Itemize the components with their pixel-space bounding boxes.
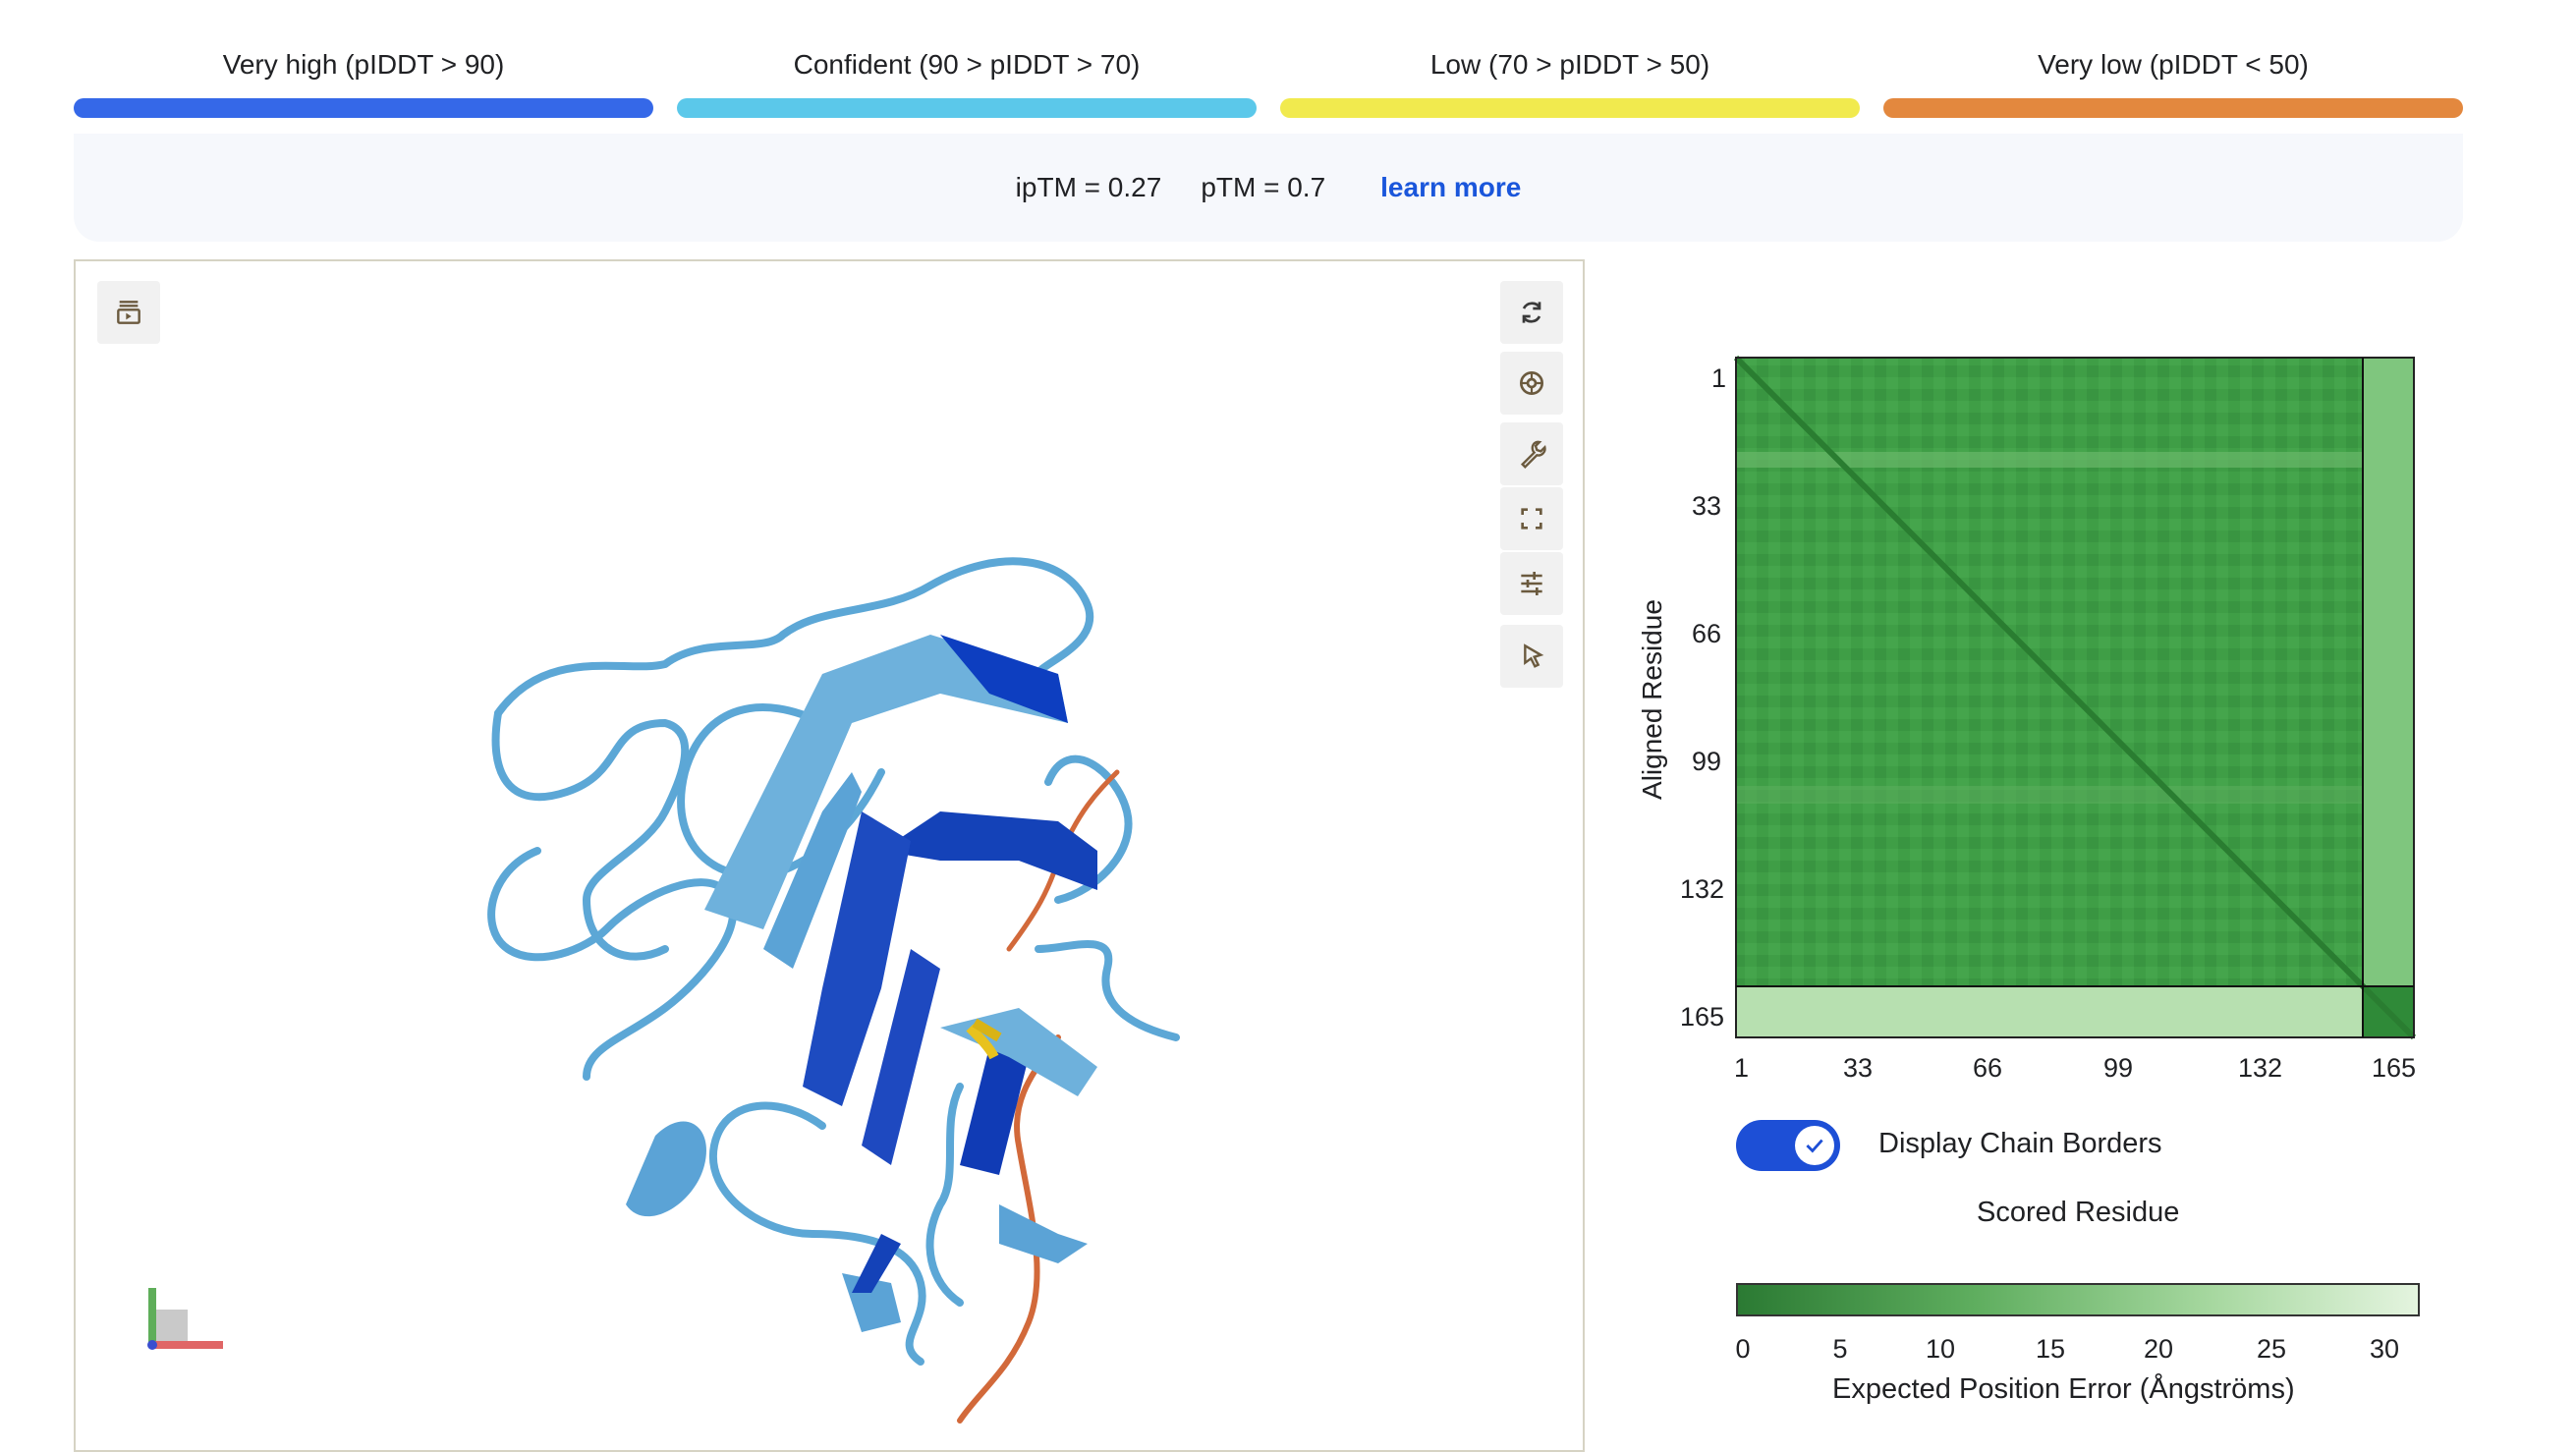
- confidence-metrics: ipTM = 0.27 pTM = 0.7 learn more: [74, 134, 2463, 242]
- toggle-knob: [1795, 1126, 1834, 1165]
- settings-button[interactable]: [1500, 552, 1563, 615]
- legend-very-low: Very low (pIDDT < 50): [1883, 45, 2463, 118]
- chain-borders-toggle[interactable]: [1736, 1120, 1840, 1171]
- colorbar-tick: 20: [2143, 1334, 2174, 1364]
- x-tick: 1: [1734, 1053, 1750, 1083]
- legend-very-high: Very high (pIDDT > 90): [74, 45, 653, 118]
- reset-view-button[interactable]: [1500, 281, 1563, 344]
- y-tick: 132: [1680, 874, 1725, 904]
- pae-x-axis-label: Scored Residue: [1977, 1197, 2180, 1228]
- pae-band: [1736, 786, 2363, 804]
- learn-more-link[interactable]: learn more: [1380, 172, 1522, 202]
- sequence-panel-button[interactable]: [97, 281, 160, 344]
- select-pointer-icon: [1524, 643, 1544, 668]
- legend-bar: [74, 98, 653, 118]
- pae-diagonal: [1733, 355, 2417, 1040]
- legend-label: Very low (pIDDT < 50): [2038, 49, 2309, 80]
- iptm-value: ipTM = 0.27: [1015, 172, 1162, 202]
- pae-frame: [1735, 357, 2415, 1038]
- y-tick: 66: [1692, 619, 1722, 648]
- legend-bar: [1280, 98, 1860, 118]
- protein-structure-render[interactable]: [76, 261, 1583, 1450]
- legend-confident: Confident (90 > pIDDT > 70): [677, 45, 1257, 118]
- x-tick: 66: [1973, 1053, 2003, 1083]
- x-tick: 132: [2238, 1053, 2283, 1083]
- pae-right-strip: [2363, 358, 2414, 986]
- colorbar-tick: 15: [2035, 1334, 2066, 1364]
- legend-label: Very high (pIDDT > 90): [222, 49, 505, 80]
- chain-borders-label: Display Chain Borders: [1878, 1128, 2162, 1159]
- legend-label: Confident (90 > pIDDT > 70): [793, 49, 1141, 80]
- screenshot-icon: [1520, 371, 1543, 395]
- x-tick: 99: [2103, 1053, 2134, 1083]
- sequence-panel-icon: [117, 301, 140, 324]
- check-icon: [1806, 1139, 1823, 1153]
- fullscreen-icon: [1521, 508, 1542, 530]
- pae-bottom-strip: [1736, 986, 2363, 1037]
- settings-sliders-icon: [1521, 572, 1542, 595]
- x-tick: 165: [2372, 1053, 2417, 1083]
- colorbar-tick: 25: [2256, 1334, 2287, 1364]
- colorbar-tick: 0: [1735, 1334, 1751, 1364]
- x-tick: 33: [1843, 1053, 1874, 1083]
- y-tick: 99: [1692, 747, 1722, 776]
- pae-colorbar: [1736, 1283, 2420, 1316]
- fullscreen-button[interactable]: [1500, 487, 1563, 550]
- y-tick: 1: [1711, 363, 1727, 393]
- legend-label: Low (70 > pIDDT > 50): [1429, 49, 1710, 80]
- pae-band: [1736, 452, 2363, 468]
- screenshot-button[interactable]: [1500, 352, 1563, 415]
- y-tick: 33: [1692, 491, 1722, 521]
- legend-bar: [677, 98, 1257, 118]
- colorbar-tick: 5: [1832, 1334, 1848, 1364]
- y-tick: 165: [1680, 1002, 1725, 1032]
- legend-bar: [1883, 98, 2463, 118]
- legend-low: Low (70 > pIDDT > 50): [1280, 45, 1860, 118]
- ptm-value: pTM = 0.7: [1201, 172, 1326, 202]
- colorbar-title: Expected Position Error (Ångströms): [1832, 1373, 2295, 1405]
- wrench-icon: [1520, 440, 1546, 470]
- structure-viewer[interactable]: [74, 259, 1585, 1452]
- select-mode-button[interactable]: [1500, 625, 1563, 688]
- colorbar-tick: 10: [1925, 1334, 1956, 1364]
- colorbar-tick: 30: [2369, 1334, 2400, 1364]
- reset-view-icon: [1522, 302, 1541, 323]
- pae-y-axis-label: Aligned Residue: [1637, 599, 1667, 800]
- controls-button[interactable]: [1500, 422, 1563, 485]
